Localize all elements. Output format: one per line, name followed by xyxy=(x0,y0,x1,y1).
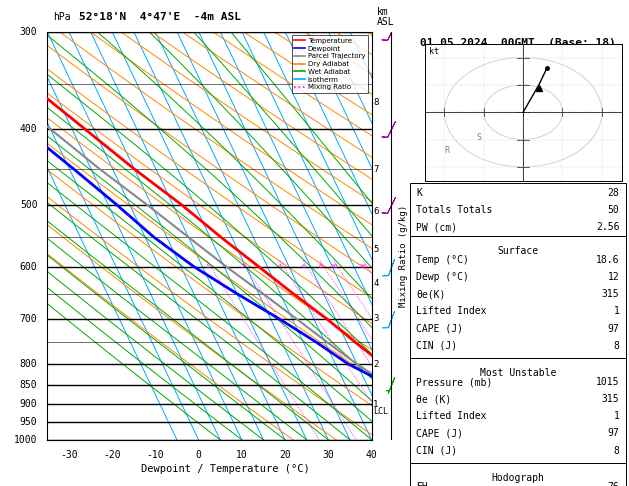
Text: PW (cm): PW (cm) xyxy=(416,222,457,232)
Text: -10: -10 xyxy=(147,450,164,460)
Text: Surface: Surface xyxy=(497,245,538,256)
Text: 600: 600 xyxy=(20,261,38,272)
Text: 950: 950 xyxy=(20,417,38,428)
Text: θe(K): θe(K) xyxy=(416,289,445,299)
Text: 1: 1 xyxy=(206,264,209,269)
Text: 30: 30 xyxy=(323,450,334,460)
Text: Dewp (°C): Dewp (°C) xyxy=(416,272,469,282)
Text: 500: 500 xyxy=(20,200,38,210)
Text: 97: 97 xyxy=(608,324,620,333)
Text: 10: 10 xyxy=(236,450,248,460)
Text: EH: EH xyxy=(416,482,428,486)
Text: 315: 315 xyxy=(602,394,620,404)
Text: 12: 12 xyxy=(608,272,620,282)
Text: θe (K): θe (K) xyxy=(416,394,452,404)
Bar xyxy=(409,236,626,358)
Text: Lifted Index: Lifted Index xyxy=(416,411,487,421)
Text: 3: 3 xyxy=(373,314,379,323)
Bar xyxy=(409,463,626,486)
Text: 850: 850 xyxy=(20,380,38,390)
Text: 6: 6 xyxy=(373,207,379,216)
Text: 1: 1 xyxy=(613,306,620,316)
Text: 2: 2 xyxy=(240,264,244,269)
Text: Temp (°C): Temp (°C) xyxy=(416,255,469,265)
Text: 01.05.2024  00GMT  (Base: 18): 01.05.2024 00GMT (Base: 18) xyxy=(420,38,616,48)
Text: 25: 25 xyxy=(389,264,396,269)
Text: 1: 1 xyxy=(613,411,620,421)
Text: 400: 400 xyxy=(20,124,38,134)
Text: 7: 7 xyxy=(373,165,379,174)
Text: 800: 800 xyxy=(20,359,38,369)
Text: Dewpoint / Temperature (°C): Dewpoint / Temperature (°C) xyxy=(142,464,310,474)
Text: 52°18'N  4°47'E  -4m ASL: 52°18'N 4°47'E -4m ASL xyxy=(79,12,241,22)
Text: CIN (J): CIN (J) xyxy=(416,446,457,456)
Text: 16: 16 xyxy=(360,264,367,269)
Text: 2.56: 2.56 xyxy=(596,222,620,232)
Text: 40: 40 xyxy=(365,450,377,460)
Text: 315: 315 xyxy=(602,289,620,299)
Text: 0: 0 xyxy=(196,450,201,460)
Text: 1: 1 xyxy=(373,399,379,409)
Text: CAPE (J): CAPE (J) xyxy=(416,429,463,438)
Text: LCL: LCL xyxy=(373,407,388,416)
Text: Pressure (mb): Pressure (mb) xyxy=(416,377,493,387)
Text: 1015: 1015 xyxy=(596,377,620,387)
Text: Hodograph: Hodograph xyxy=(491,472,544,483)
Text: CAPE (J): CAPE (J) xyxy=(416,324,463,333)
Text: 5: 5 xyxy=(373,245,379,254)
Text: 20: 20 xyxy=(279,450,291,460)
Legend: Temperature, Dewpoint, Parcel Trajectory, Dry Adiabat, Wet Adiabat, Isotherm, Mi: Temperature, Dewpoint, Parcel Trajectory… xyxy=(292,35,368,93)
Text: 18.6: 18.6 xyxy=(596,255,620,265)
Bar xyxy=(409,358,626,463)
Bar xyxy=(409,183,626,236)
Text: 50: 50 xyxy=(608,205,620,215)
Text: 76: 76 xyxy=(608,482,620,486)
Text: 8: 8 xyxy=(318,264,322,269)
Text: 900: 900 xyxy=(20,399,38,409)
Text: 97: 97 xyxy=(608,429,620,438)
Text: 4: 4 xyxy=(373,278,379,288)
Text: K: K xyxy=(416,188,422,198)
Text: 28: 28 xyxy=(608,188,620,198)
Text: 4: 4 xyxy=(278,264,282,269)
Text: hPa: hPa xyxy=(53,12,71,22)
Text: 10: 10 xyxy=(330,264,338,269)
Text: -30: -30 xyxy=(60,450,77,460)
Text: Most Unstable: Most Unstable xyxy=(479,367,556,378)
Text: 6: 6 xyxy=(301,264,305,269)
Text: km: km xyxy=(377,7,389,17)
Text: 8: 8 xyxy=(373,98,379,107)
Text: 700: 700 xyxy=(20,314,38,324)
Text: ASL: ASL xyxy=(377,17,395,27)
Text: 2: 2 xyxy=(373,360,379,369)
Text: 1000: 1000 xyxy=(14,435,38,445)
Text: 8: 8 xyxy=(613,341,620,351)
Text: CIN (J): CIN (J) xyxy=(416,341,457,351)
Text: Mixing Ratio (g/kg): Mixing Ratio (g/kg) xyxy=(399,205,408,307)
Text: Totals Totals: Totals Totals xyxy=(416,205,493,215)
Text: 8: 8 xyxy=(613,446,620,456)
Text: 300: 300 xyxy=(20,27,38,36)
Text: 20: 20 xyxy=(374,264,382,269)
Text: Lifted Index: Lifted Index xyxy=(416,306,487,316)
Text: -20: -20 xyxy=(103,450,121,460)
